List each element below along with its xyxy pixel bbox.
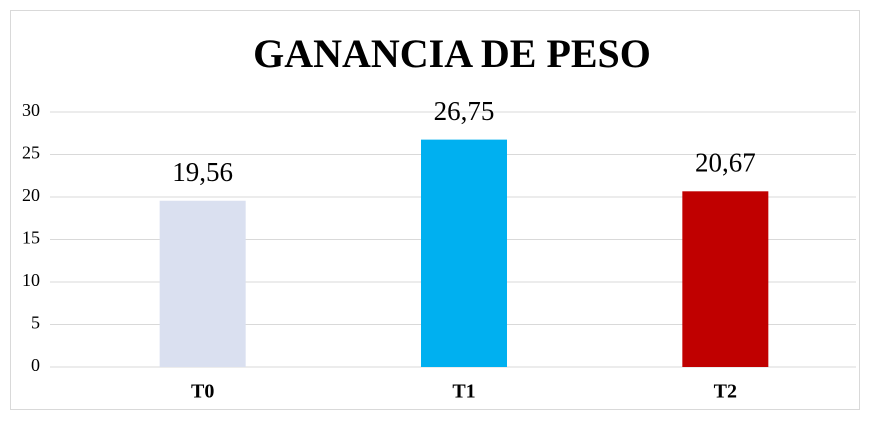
y-tick-label: 0 xyxy=(31,355,40,375)
data-label: 26,75 xyxy=(434,96,495,126)
y-tick-label: 30 xyxy=(22,100,40,120)
data-label: 20,67 xyxy=(695,148,756,178)
chart-title: GANANCIA DE PESO xyxy=(253,31,651,76)
x-tick-label: T0 xyxy=(191,381,214,403)
y-tick-label: 10 xyxy=(22,270,40,290)
bar xyxy=(159,200,246,367)
bar xyxy=(421,139,507,367)
y-tick-label: 25 xyxy=(22,143,40,163)
x-tick-label: T2 xyxy=(714,381,737,403)
y-tick-label: 20 xyxy=(22,185,40,205)
y-tick-label: 15 xyxy=(22,228,40,248)
bar xyxy=(682,191,769,367)
data-label: 19,56 xyxy=(172,157,233,187)
y-tick-label: 5 xyxy=(31,313,40,333)
x-tick-label: T1 xyxy=(452,381,475,403)
